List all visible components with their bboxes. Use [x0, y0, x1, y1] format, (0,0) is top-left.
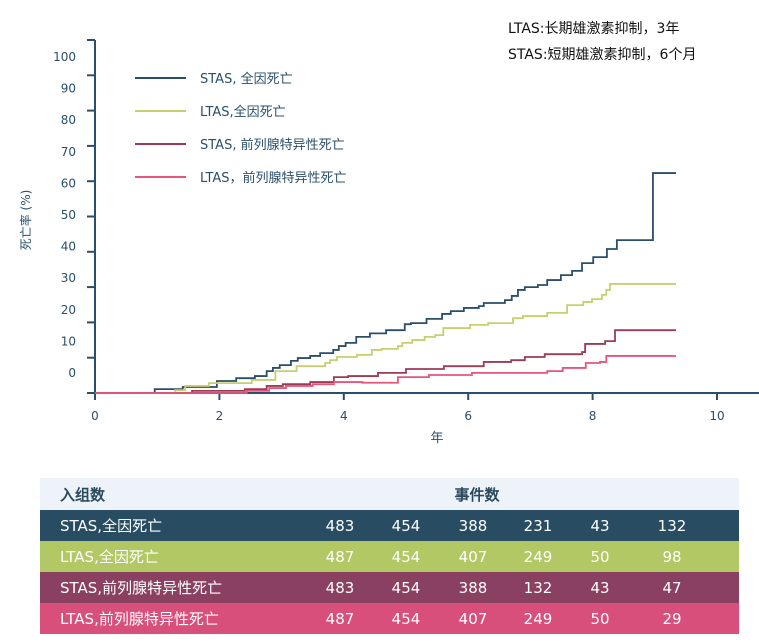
row-label: STAS,全因死亡 — [60, 517, 163, 535]
x-tick-label: 10 — [709, 409, 724, 423]
y-tick-label: 80 — [61, 113, 76, 127]
row-value: 132 — [657, 516, 687, 535]
row-value: 454 — [391, 578, 421, 597]
row-value: 454 — [391, 516, 421, 535]
y-tick-label: 100 — [53, 50, 76, 64]
row-label: STAS,前列腺特异性死亡 — [60, 579, 223, 597]
row-value: 487 — [325, 547, 355, 566]
row-value: 388 — [458, 516, 488, 535]
row-value: 487 — [325, 609, 355, 628]
table-row: LTAS,全因死亡 487 454 407 249 50 98 — [40, 541, 739, 572]
note-ltas: LTAS:长期雄激素抑制，3年 — [508, 21, 680, 37]
row-value: 249 — [523, 609, 553, 628]
y-tick-label: 50 — [61, 208, 76, 222]
y-tick-label: 0 — [68, 366, 76, 380]
row-value: 454 — [391, 547, 421, 566]
risk-table: 入组数 事件数 STAS,全因死亡 483 454 388 231 43 132 LTAS,全… — [40, 478, 739, 634]
y-tick-label: 20 — [61, 303, 76, 317]
y-tick-label: 40 — [61, 240, 76, 254]
row-value: 483 — [325, 578, 355, 597]
row-value: 47 — [662, 578, 682, 597]
row-value: 98 — [662, 547, 682, 566]
row-value: 132 — [523, 578, 553, 597]
row-value: 407 — [458, 609, 488, 628]
table-row: LTAS,前列腺特异性死亡 487 454 407 249 50 29 — [40, 603, 739, 634]
legend-label: LTAS,全因死亡 — [200, 104, 286, 120]
row-value: 50 — [590, 609, 610, 628]
x-tick-label: 6 — [464, 409, 472, 423]
row-label: LTAS,前列腺特异性死亡 — [60, 610, 219, 628]
x-tick-label: 0 — [91, 409, 99, 423]
y-axis-label: 死亡率 (%) — [18, 190, 33, 251]
row-value: 454 — [391, 609, 421, 628]
note-stas: STAS:短期雄激素抑制，6个月 — [508, 47, 697, 63]
row-value: 43 — [590, 578, 610, 597]
series-line — [95, 283, 676, 394]
series-line — [95, 355, 676, 394]
mortality-chart: 0 10 20 30 40 50 60 70 80 90 100 0 2 4 6 8 10 年 死亡率 (%) STA… — [18, 39, 759, 446]
row-value: 50 — [590, 547, 610, 566]
row-label: LTAS,全因死亡 — [60, 548, 159, 566]
row-value: 249 — [523, 547, 553, 566]
header-events: 事件数 — [454, 485, 500, 504]
x-tick-label: 4 — [340, 409, 348, 423]
y-tick-label: 10 — [61, 334, 76, 348]
table-header: 入组数 事件数 — [40, 478, 739, 510]
legend-label: LTAS，前列腺特异性死亡 — [200, 170, 347, 186]
legend-label: STAS, 全因死亡 — [200, 71, 293, 87]
table-row: STAS,前列腺特异性死亡 483 454 388 132 43 47 — [40, 572, 739, 603]
y-tick-label: 70 — [61, 145, 76, 159]
y-tick-label: 30 — [61, 271, 76, 285]
table-row: STAS,全因死亡 483 454 388 231 43 132 — [40, 510, 739, 541]
row-value: 29 — [662, 609, 682, 628]
row-value: 407 — [458, 547, 488, 566]
series-line — [95, 329, 676, 394]
x-tick-label: 2 — [216, 409, 224, 423]
x-axis-label: 年 — [430, 431, 443, 446]
legend-label: STAS, 前列腺特异性死亡 — [200, 137, 345, 153]
row-value: 231 — [523, 516, 553, 535]
y-tick-label: 60 — [61, 176, 76, 190]
row-value: 388 — [458, 578, 488, 597]
row-value: 483 — [325, 516, 355, 535]
row-value: 43 — [590, 516, 610, 535]
y-tick-label: 90 — [61, 82, 76, 96]
header-enrolled: 入组数 — [60, 485, 106, 504]
x-tick-label: 8 — [589, 409, 597, 423]
series-line — [95, 172, 676, 394]
